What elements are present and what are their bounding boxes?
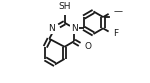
Text: N: N <box>48 24 55 33</box>
Text: —: — <box>113 7 122 16</box>
Text: F: F <box>113 29 118 38</box>
Text: O: O <box>84 42 91 51</box>
Text: N: N <box>71 24 78 33</box>
Text: SH: SH <box>58 2 71 11</box>
